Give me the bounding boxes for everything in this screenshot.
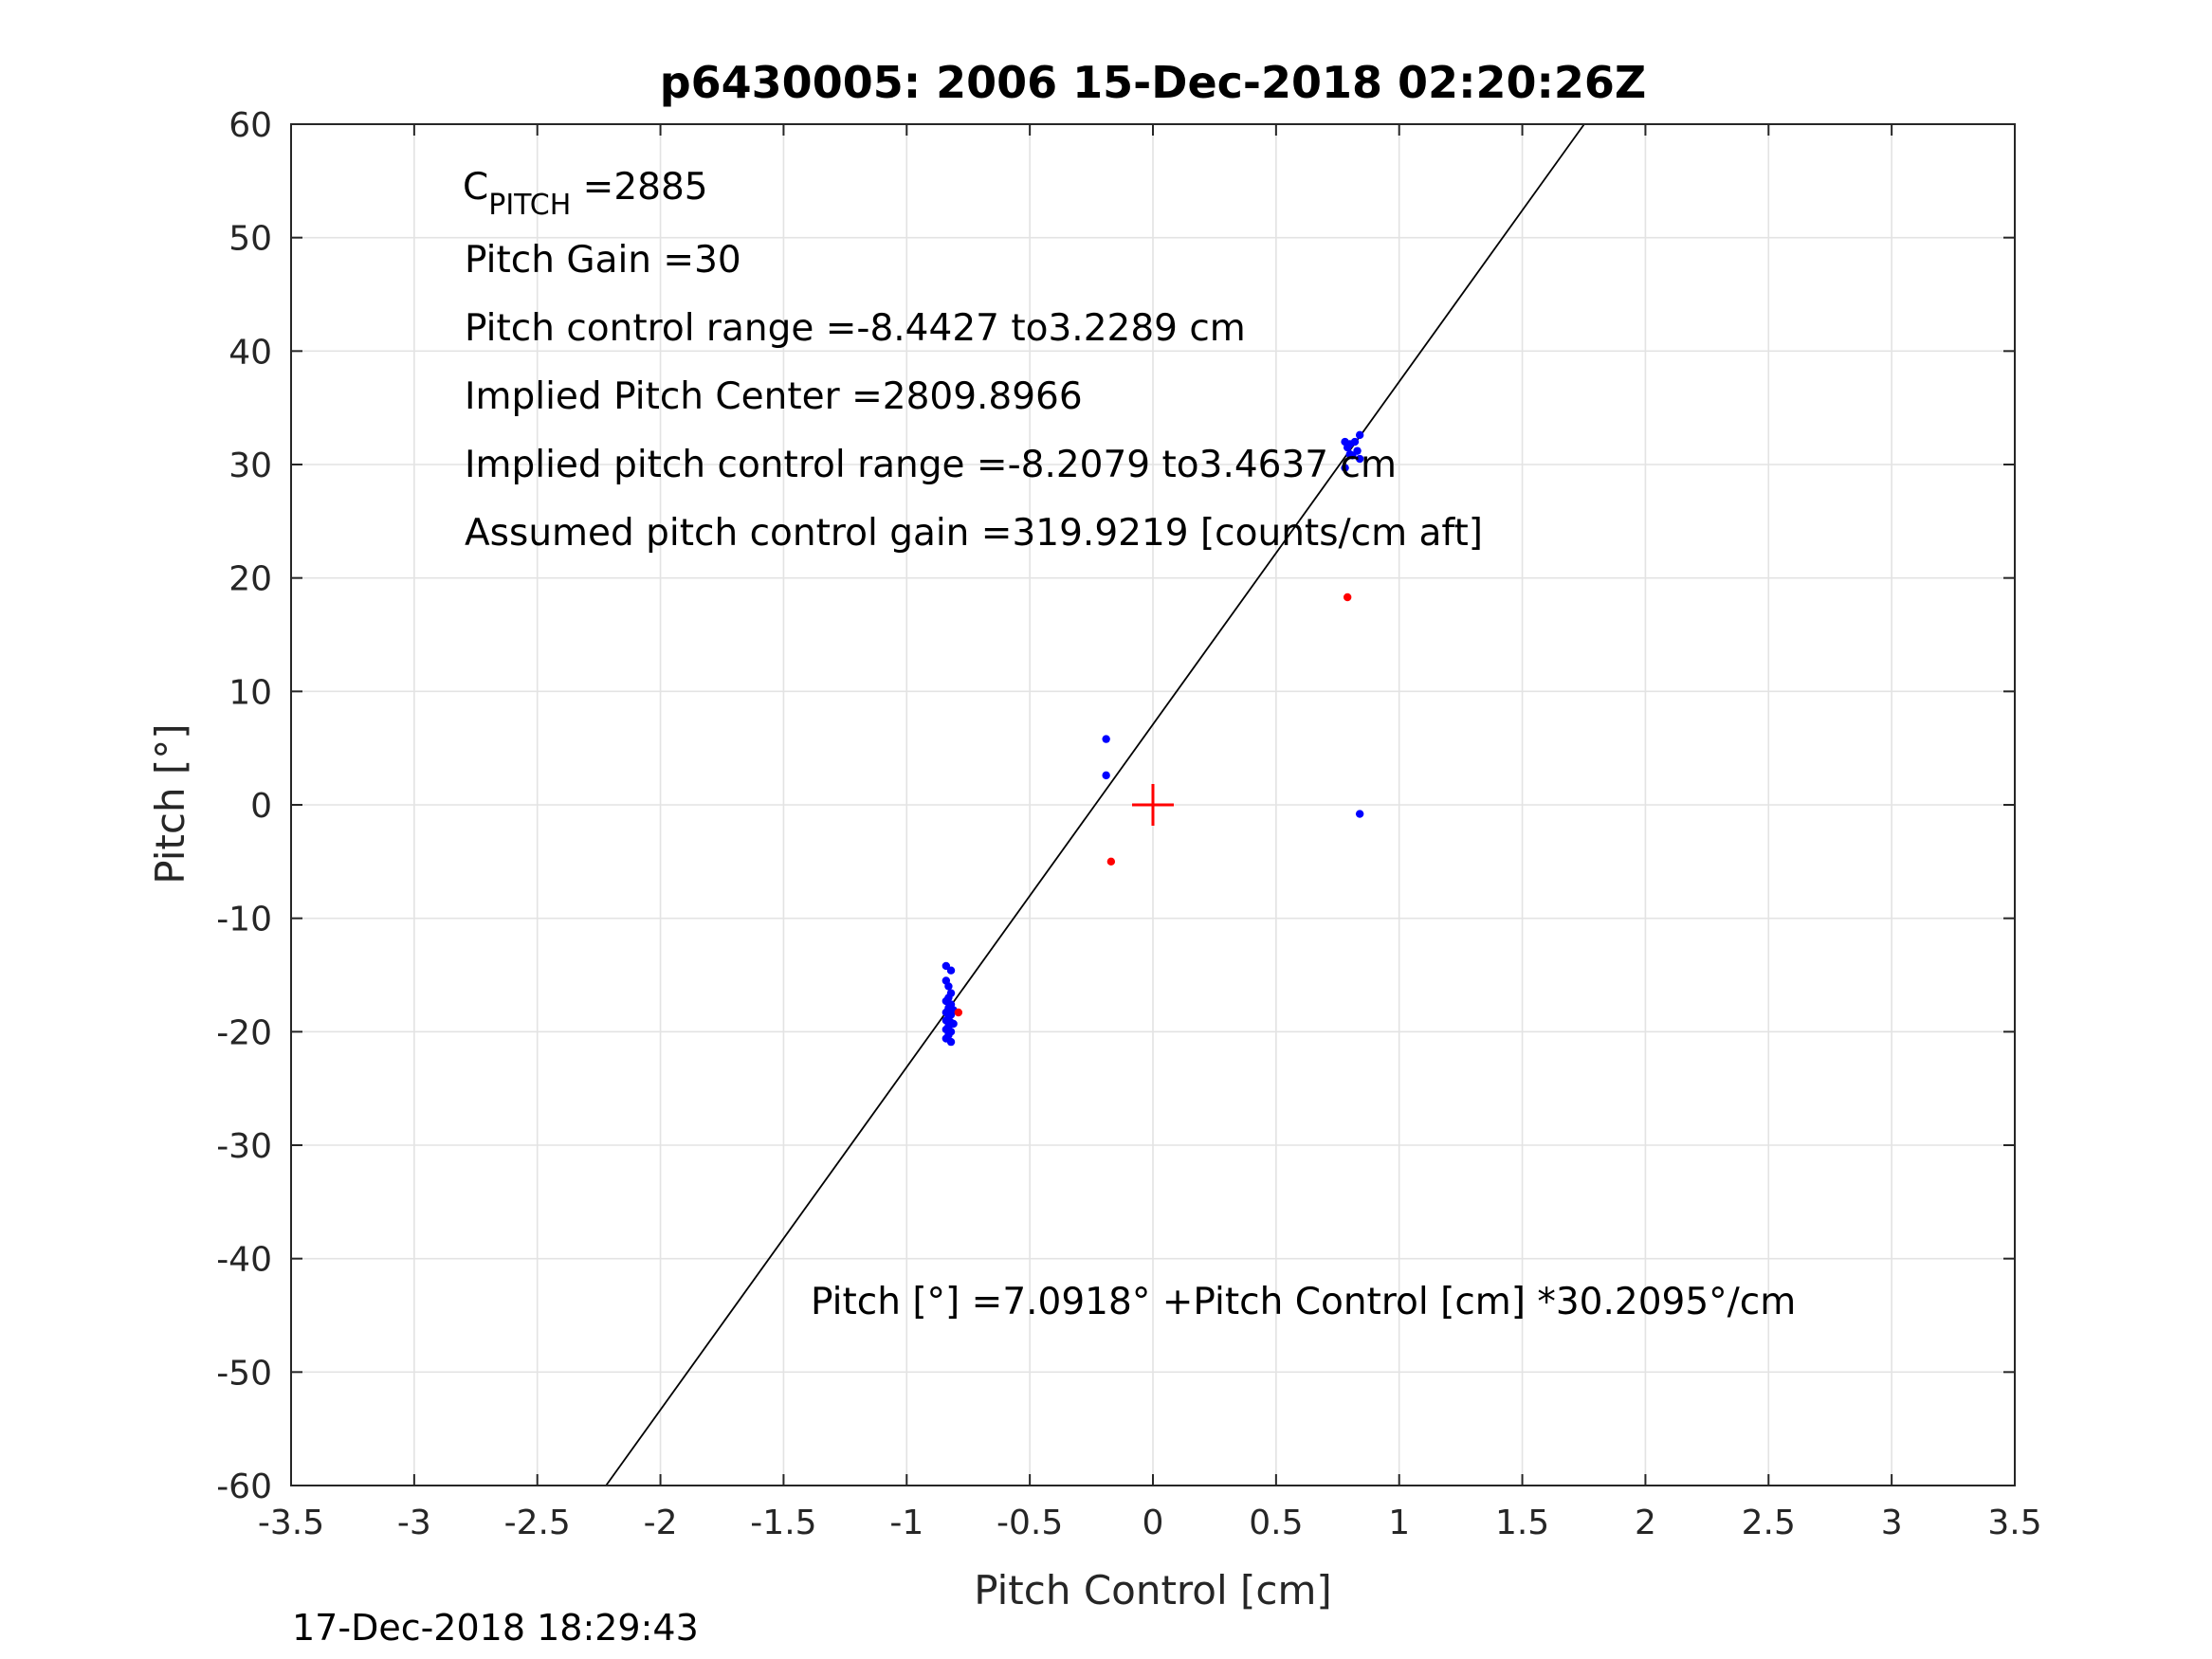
y-tick-label: 0 bbox=[250, 787, 272, 826]
x-tick-label: -0.5 bbox=[996, 1504, 1063, 1542]
data-series bbox=[954, 592, 1352, 1017]
data-point bbox=[1345, 450, 1354, 459]
control-range-annotation: Pitch control range =-8.4427 to3.2289 cm bbox=[465, 307, 1246, 350]
x-axis-label: Pitch Control [cm] bbox=[974, 1567, 1332, 1613]
y-tick-label: -50 bbox=[216, 1354, 272, 1393]
data-point bbox=[1355, 430, 1364, 440]
x-tick-label: 0.5 bbox=[1249, 1504, 1303, 1542]
x-tick-label: 3 bbox=[1881, 1504, 1903, 1542]
x-tick-label: 1.5 bbox=[1495, 1504, 1549, 1542]
data-point bbox=[1343, 443, 1352, 452]
x-tick-label: 0 bbox=[1143, 1504, 1164, 1542]
y-tick-label: 10 bbox=[229, 673, 272, 712]
y-tick-label: -60 bbox=[216, 1468, 272, 1506]
data-point bbox=[1102, 771, 1110, 780]
x-tick-label: 1 bbox=[1388, 1504, 1410, 1542]
x-tick-label: 2 bbox=[1635, 1504, 1656, 1542]
data-point bbox=[946, 1037, 956, 1047]
y-tick-label: -40 bbox=[216, 1241, 272, 1280]
x-tick-label: -2 bbox=[644, 1504, 678, 1542]
implied-range-annotation: Implied pitch control range =-8.2079 to3… bbox=[465, 444, 1397, 486]
x-tick-label: 2.5 bbox=[1742, 1504, 1796, 1542]
pitch-gain-annotation: Pitch Gain =30 bbox=[465, 239, 741, 282]
x-tick-label: 3.5 bbox=[1987, 1504, 2041, 1542]
data-points bbox=[941, 430, 1364, 1047]
cpitch-value: =2885 bbox=[571, 166, 707, 209]
data-point bbox=[1102, 735, 1110, 743]
x-tick-label: -3 bbox=[397, 1504, 431, 1542]
assumed-gain-annotation: Assumed pitch control gain =319.9219 [co… bbox=[465, 512, 1483, 555]
x-tick-label: -1 bbox=[889, 1504, 923, 1542]
x-tick-label: -2.5 bbox=[504, 1504, 571, 1542]
y-axis-label: Pitch [°] bbox=[147, 723, 193, 884]
data-point bbox=[1355, 454, 1364, 464]
y-tick-label: 50 bbox=[229, 220, 272, 259]
y-tick-label: 60 bbox=[229, 106, 272, 145]
footer-timestamp: 17-Dec-2018 18:29:43 bbox=[292, 1607, 699, 1649]
y-tick-label: 40 bbox=[229, 333, 272, 372]
data-point bbox=[1106, 857, 1116, 866]
annotations: CPITCH =2885 Pitch Gain =30 Pitch contro… bbox=[463, 166, 1796, 1323]
tick-labels: -3.5 -3 -2.5 -2 -1.5 -1 -0.5 0 0.5 1 1.5 2 2.5 3 3.5 -6… bbox=[216, 106, 2041, 1542]
y-tick-label: -20 bbox=[216, 1013, 272, 1052]
data-series bbox=[941, 430, 1364, 1047]
implied-center-annotation: Implied Pitch Center =2809.8966 bbox=[465, 375, 1083, 418]
data-point bbox=[1350, 437, 1360, 447]
data-point bbox=[1341, 464, 1349, 472]
chart-title: p6430005: 2006 15-Dec-2018 02:20:26Z bbox=[660, 57, 1647, 108]
fit-equation-annotation: Pitch [°] =7.0918° +Pitch Control [cm] *… bbox=[811, 1281, 1796, 1323]
data-point bbox=[944, 982, 953, 991]
data-point bbox=[954, 1008, 963, 1017]
cpitch-subscript: PITCH bbox=[488, 189, 571, 222]
data-point bbox=[949, 1019, 958, 1029]
y-tick-label: -30 bbox=[216, 1127, 272, 1166]
data-point bbox=[946, 966, 956, 975]
data-point bbox=[1343, 592, 1352, 602]
y-tick-label: 20 bbox=[229, 560, 272, 599]
center-plus-marker bbox=[1132, 784, 1174, 826]
data-point bbox=[1355, 810, 1364, 818]
x-tick-label: -3.5 bbox=[258, 1504, 324, 1542]
y-tick-label: 30 bbox=[229, 447, 272, 485]
y-tick-label: -10 bbox=[216, 901, 272, 939]
cpitch-annotation: CPITCH =2885 bbox=[463, 166, 708, 222]
fit-line bbox=[605, 123, 1585, 1486]
x-tick-label: -1.5 bbox=[750, 1504, 816, 1542]
cpitch-symbol: C bbox=[463, 166, 488, 209]
